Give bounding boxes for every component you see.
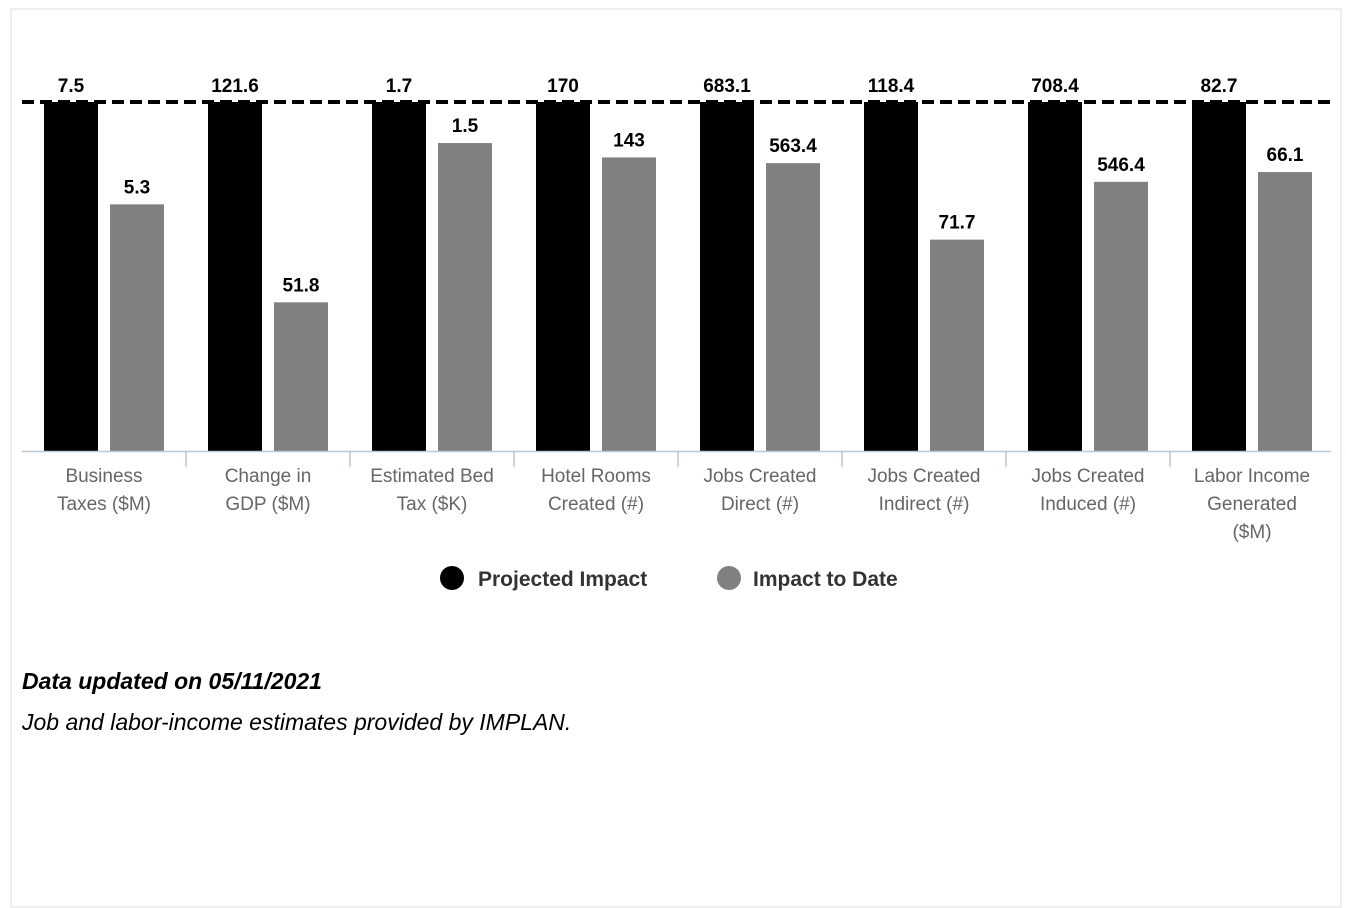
x-axis-ticks xyxy=(185,452,1171,467)
label-to-date-4: 563.4 xyxy=(769,136,817,157)
x-label-line: Generated xyxy=(1207,494,1297,515)
label-to-date-2: 1.5 xyxy=(452,116,479,137)
x-label-line: Business xyxy=(65,466,142,487)
label-projected-7: 82.7 xyxy=(1201,76,1238,97)
x-label-line: Estimated Bed xyxy=(370,466,494,487)
label-projected-4: 683.1 xyxy=(703,76,751,97)
data-updated-note: Data updated on 05/11/2021 xyxy=(22,668,322,694)
legend-label-projected: Projected Impact xyxy=(478,568,647,591)
x-label-1: Change in GDP ($M) xyxy=(225,466,312,515)
source-note: Job and labor-income estimates provided … xyxy=(22,709,572,735)
label-projected-3: 170 xyxy=(547,76,579,97)
label-to-date-5: 71.7 xyxy=(939,213,976,234)
bars-layer xyxy=(44,102,1312,452)
bar-projected-5[interactable] xyxy=(864,102,918,451)
bar-projected-2[interactable] xyxy=(372,102,426,451)
label-projected-6: 708.4 xyxy=(1031,76,1079,97)
label-projected-0: 7.5 xyxy=(58,76,85,97)
label-projected-2: 1.7 xyxy=(386,76,412,97)
label-projected-1: 121.6 xyxy=(211,76,259,97)
legend-label-to-date: Impact to Date xyxy=(753,568,898,591)
x-label-line: Hotel Rooms xyxy=(541,466,651,487)
x-label-line: ($M) xyxy=(1232,522,1271,543)
label-to-date-1: 51.8 xyxy=(283,275,320,296)
x-label-6: Jobs Created Induced (#) xyxy=(1031,466,1144,515)
label-to-date-3: 143 xyxy=(613,130,645,151)
x-label-2: Estimated Bed Tax ($K) xyxy=(370,466,494,515)
bar-to-date-1[interactable] xyxy=(274,302,328,451)
bar-chart: 7.5 5.3 121.6 51.8 1.7 1.5 170 143 683.1 563.4 118… xyxy=(22,76,1331,591)
legend-marker-projected xyxy=(440,566,464,590)
x-label-line: Labor Income xyxy=(1194,466,1310,487)
x-label-5: Jobs Created Indirect (#) xyxy=(867,466,980,515)
x-label-0: Business Taxes ($M) xyxy=(57,466,151,515)
x-label-7: Labor Income Generated ($M) xyxy=(1194,466,1310,543)
bar-to-date-5[interactable] xyxy=(930,239,984,451)
x-label-line: Created (#) xyxy=(548,494,644,515)
label-to-date-6: 546.4 xyxy=(1097,155,1145,176)
bar-to-date-3[interactable] xyxy=(602,157,656,451)
bar-to-date-7[interactable] xyxy=(1258,172,1312,451)
legend-item-to-date[interactable]: Impact to Date xyxy=(717,566,898,591)
label-to-date-0: 5.3 xyxy=(124,177,150,198)
label-projected-5: 118.4 xyxy=(868,76,915,97)
bar-projected-1[interactable] xyxy=(208,102,262,451)
x-label-line: Jobs Created xyxy=(703,466,816,487)
x-label-line: GDP ($M) xyxy=(225,494,310,515)
x-label-line: Taxes ($M) xyxy=(57,494,151,515)
legend-item-projected[interactable]: Projected Impact xyxy=(440,566,647,591)
bar-to-date-0[interactable] xyxy=(110,204,164,451)
x-label-line: Induced (#) xyxy=(1040,494,1136,515)
bar-to-date-4[interactable] xyxy=(766,163,820,451)
legend[interactable]: Projected Impact Impact to Date xyxy=(440,566,898,591)
bar-projected-4[interactable] xyxy=(700,102,754,451)
bar-projected-3[interactable] xyxy=(536,102,590,451)
bar-to-date-6[interactable] xyxy=(1094,181,1148,452)
x-label-line: Indirect (#) xyxy=(879,494,970,515)
x-label-line: Direct (#) xyxy=(721,494,799,515)
x-label-line: Change in xyxy=(225,466,312,487)
x-label-line: Jobs Created xyxy=(1031,466,1144,487)
bar-projected-7[interactable] xyxy=(1192,102,1246,451)
bar-projected-6[interactable] xyxy=(1028,102,1082,451)
x-label-4: Jobs Created Direct (#) xyxy=(703,466,816,515)
bar-to-date-2[interactable] xyxy=(438,143,492,451)
legend-marker-to-date xyxy=(717,566,741,590)
x-label-3: Hotel Rooms Created (#) xyxy=(541,466,651,515)
x-axis-labels: Business Taxes ($M) Change in GDP ($M) Estim… xyxy=(57,466,1310,543)
label-to-date-7: 66.1 xyxy=(1267,145,1304,166)
x-label-line: Jobs Created xyxy=(867,466,980,487)
value-labels-layer: 7.5 5.3 121.6 51.8 1.7 1.5 170 143 683.1 563.4 118… xyxy=(58,76,1304,296)
x-label-line: Tax ($K) xyxy=(397,494,468,515)
bar-projected-0[interactable] xyxy=(44,102,98,451)
